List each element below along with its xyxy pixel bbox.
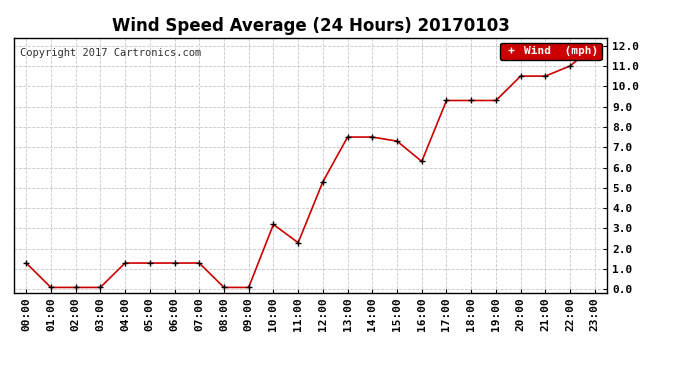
Title: Wind Speed Average (24 Hours) 20170103: Wind Speed Average (24 Hours) 20170103	[112, 16, 509, 34]
Legend: Wind  (mph): Wind (mph)	[500, 43, 602, 60]
Text: Copyright 2017 Cartronics.com: Copyright 2017 Cartronics.com	[20, 48, 201, 58]
